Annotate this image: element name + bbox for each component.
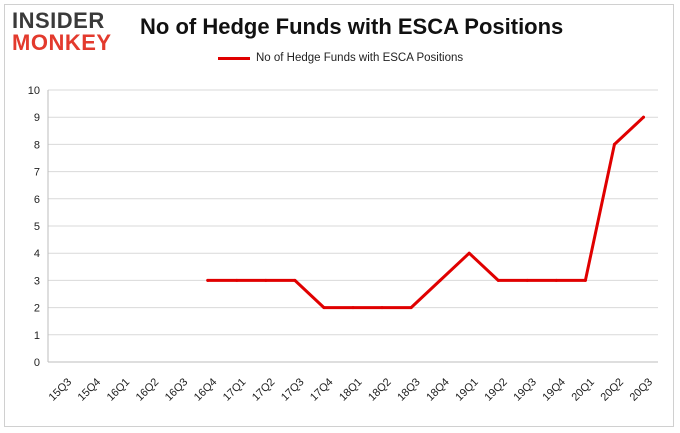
y-tick-label: 8 [34, 139, 40, 151]
data-point-17Q3 [293, 278, 297, 282]
x-tick-label: 18Q2 [366, 376, 394, 404]
x-tick-label: 16Q1 [105, 376, 133, 404]
x-tick-label: 20Q1 [569, 376, 597, 404]
legend-swatch [218, 56, 250, 60]
x-tick-label: 19Q2 [482, 376, 510, 404]
x-tick-label: 16Q3 [163, 376, 191, 404]
legend-entry: No of Hedge Funds with ESCA Positions [218, 52, 463, 64]
data-point-18Q1 [351, 306, 355, 310]
data-point-19Q1 [467, 251, 471, 255]
y-tick-label: 0 [34, 357, 40, 369]
data-point-18Q2 [380, 306, 384, 310]
chart-frame [4, 4, 674, 427]
x-tick-label: 20Q2 [599, 376, 627, 404]
chart-legend: No of Hedge Funds with ESCA Positions [0, 52, 680, 72]
y-tick-label: 3 [34, 275, 40, 287]
x-tick-label: 16Q2 [134, 376, 162, 404]
x-tick-label: 17Q2 [250, 376, 278, 404]
x-tick-label: 19Q4 [540, 376, 568, 404]
x-tick-label: 17Q1 [221, 376, 249, 404]
x-tick-label: 16Q4 [192, 376, 220, 404]
x-tick-label: 18Q1 [337, 376, 365, 404]
y-tick-label: 9 [34, 112, 40, 124]
data-point-19Q2 [496, 278, 500, 282]
x-tick-label: 17Q3 [279, 376, 307, 404]
logo-line-2: MONKEY [12, 30, 112, 55]
y-tick-label: 2 [34, 303, 40, 315]
data-point-17Q4 [322, 306, 326, 310]
y-tick-label: 7 [34, 167, 40, 179]
data-point-16Q4 [206, 278, 210, 282]
data-point-19Q4 [554, 278, 558, 282]
x-tick-label: 15Q3 [47, 376, 75, 404]
y-tick-label: 6 [34, 194, 40, 206]
series-line [206, 115, 645, 310]
data-point-18Q3 [409, 306, 413, 310]
x-tick-label: 18Q3 [395, 376, 423, 404]
logo-line-1: INSIDER [12, 8, 105, 33]
data-point-17Q2 [264, 278, 268, 282]
y-tick-label: 10 [28, 85, 40, 97]
data-point-17Q1 [235, 278, 239, 282]
insider-monkey-logo: INSIDER MONKEY [12, 10, 132, 58]
legend-label: No of Hedge Funds with ESCA Positions [256, 52, 464, 64]
y-tick-label: 1 [34, 330, 40, 342]
x-tick-label: 20Q3 [628, 376, 656, 404]
x-tick-label: 18Q4 [424, 376, 452, 404]
data-point-18Q4 [438, 278, 442, 282]
data-point-20Q2 [612, 142, 616, 146]
y-tick-label: 4 [34, 248, 40, 260]
x-tick-label: 15Q4 [76, 376, 104, 404]
data-point-20Q3 [641, 115, 645, 119]
x-tick-label: 19Q1 [453, 376, 481, 404]
chart-title: No of Hedge Funds with ESCA Positions [140, 14, 564, 39]
y-tick-label: 5 [34, 221, 40, 233]
data-point-19Q3 [525, 278, 529, 282]
x-tick-label: 19Q3 [511, 376, 539, 404]
data-point-20Q1 [583, 278, 587, 282]
x-tick-label: 17Q4 [308, 376, 336, 404]
